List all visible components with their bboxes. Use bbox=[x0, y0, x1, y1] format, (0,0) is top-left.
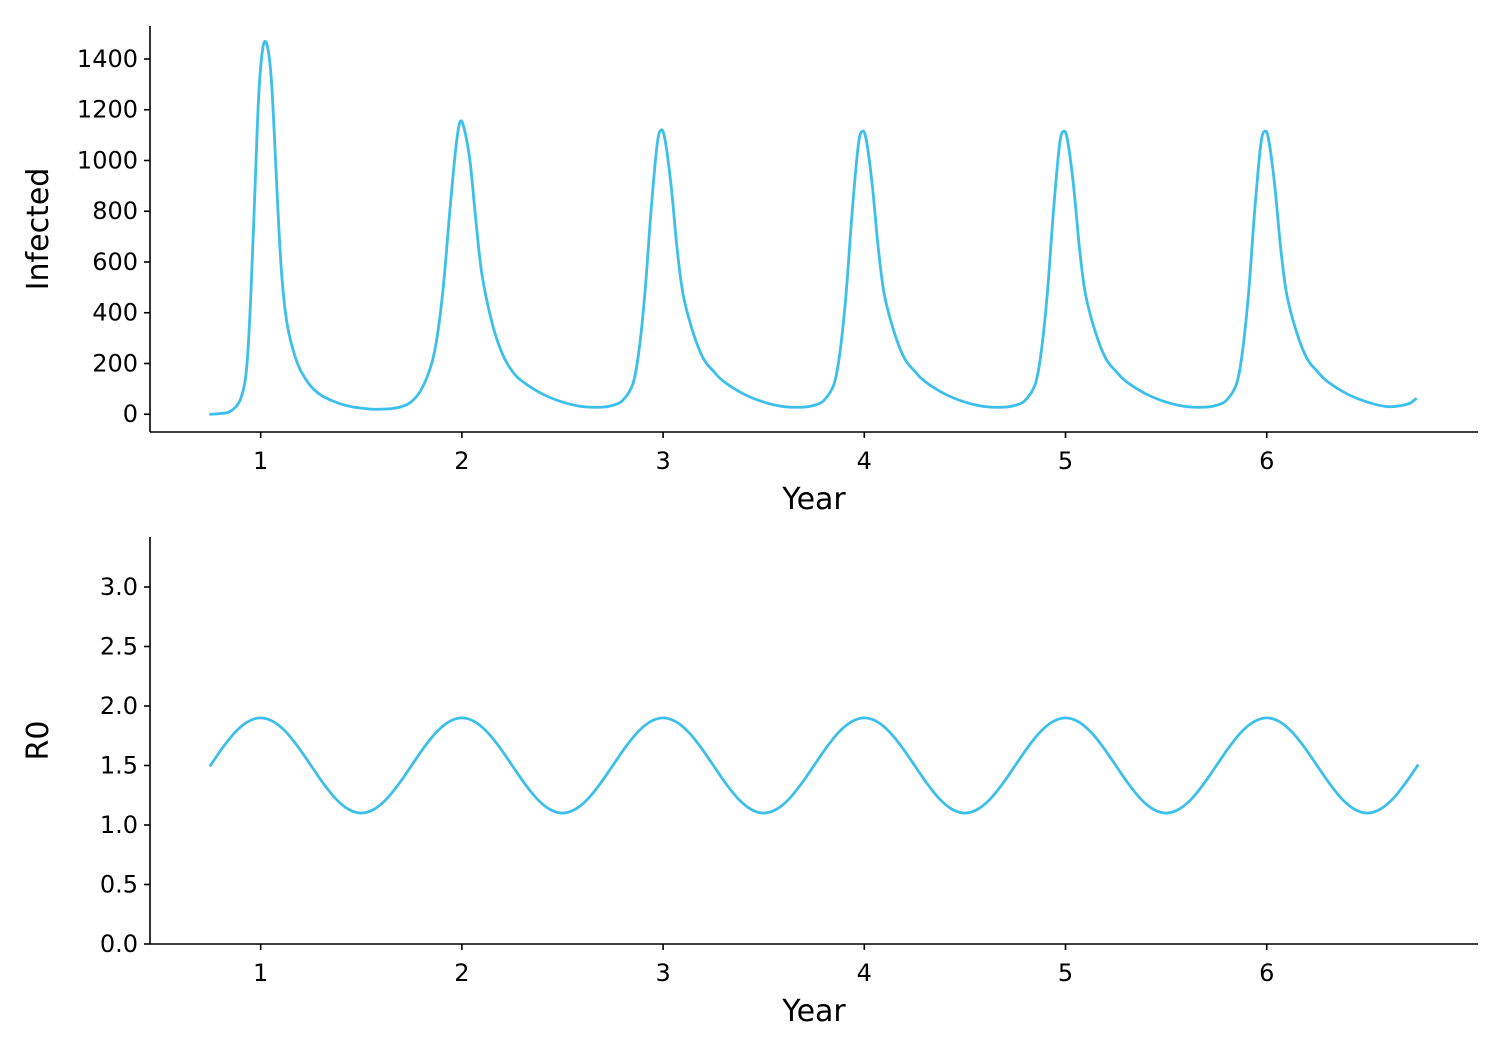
infected-y-tick-label: 800 bbox=[92, 197, 138, 225]
r0-x-tick-label: 3 bbox=[655, 959, 670, 987]
r0-y-tick-label: 2.0 bbox=[100, 692, 138, 720]
r0-x-tick-label: 6 bbox=[1259, 959, 1274, 987]
infected-x-tick-label: 1 bbox=[253, 447, 268, 475]
infected-y-tick-label: 1400 bbox=[77, 45, 138, 73]
infected-x-tick-label: 2 bbox=[454, 447, 469, 475]
r0-x-tick-label: 1 bbox=[253, 959, 268, 987]
infected-y-tick-label: 600 bbox=[92, 248, 138, 276]
infected-y-tick-label: 1200 bbox=[77, 96, 138, 124]
r0-y-tick-label: 3.0 bbox=[100, 573, 138, 601]
infected-y-tick-label: 0 bbox=[123, 400, 138, 428]
r0-y-tick-label: 0.5 bbox=[100, 870, 138, 898]
r0-y-tick-label: 2.5 bbox=[100, 632, 138, 660]
r0-y-axis-label: R0 bbox=[21, 721, 56, 761]
r0-x-tick-label: 5 bbox=[1058, 959, 1073, 987]
infected-chart-panel: 1 2 3 4 5 6 0 200 400 600 800 1000 1200 1400 Year Infec… bbox=[21, 26, 1478, 517]
infected-x-axis-label: Year bbox=[781, 482, 846, 517]
infected-y-axis-label: Infected bbox=[21, 168, 56, 291]
r0-y-tick-label: 0.0 bbox=[100, 930, 138, 958]
r0-x-tick-label: 2 bbox=[454, 959, 469, 987]
r0-y-tick-label: 1.0 bbox=[100, 811, 138, 839]
infected-x-tick-label: 4 bbox=[857, 447, 872, 475]
r0-series-line bbox=[208, 716, 1420, 815]
r0-chart-panel: 1 2 3 4 5 6 0.0 0.5 1.0 1.5 2.0 2.5 3.0 Year R0 bbox=[21, 537, 1478, 1029]
infected-series-line bbox=[208, 39, 1418, 416]
r0-x-tick-label: 4 bbox=[857, 959, 872, 987]
infected-x-tick-label: 5 bbox=[1058, 447, 1073, 475]
r0-y-tick-label: 1.5 bbox=[100, 751, 138, 779]
infected-y-tick-label: 1000 bbox=[77, 146, 138, 174]
r0-x-axis-label: Year bbox=[781, 994, 846, 1029]
infected-x-tick-label: 6 bbox=[1259, 447, 1274, 475]
infected-x-tick-label: 3 bbox=[655, 447, 670, 475]
infected-y-tick-label: 200 bbox=[92, 349, 138, 377]
infected-y-tick-label: 400 bbox=[92, 299, 138, 327]
